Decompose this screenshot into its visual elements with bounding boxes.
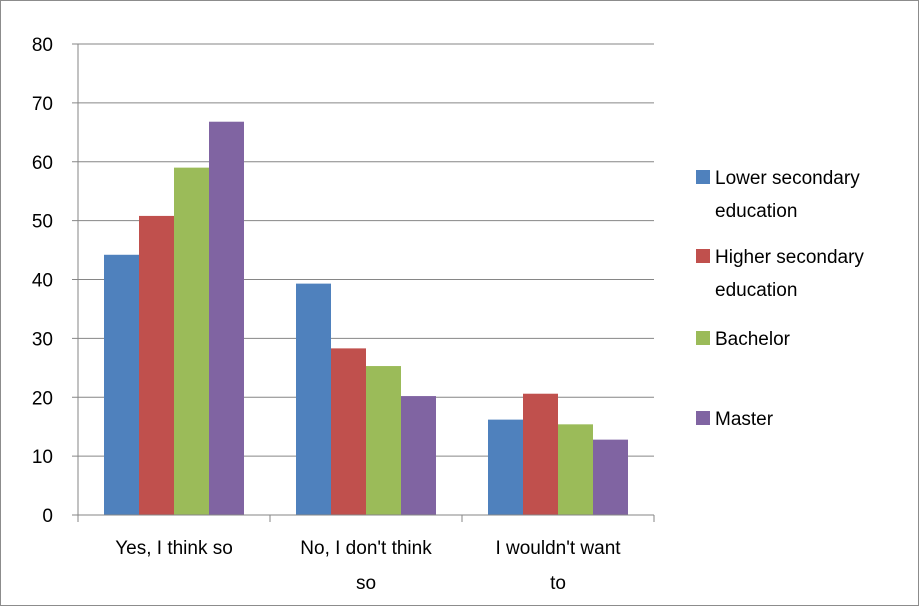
bar <box>296 283 331 515</box>
y-tick-label: 50 <box>32 212 53 233</box>
y-tick-label: 70 <box>32 94 53 115</box>
legend-label: Lower secondary education <box>715 168 860 222</box>
bars <box>104 121 628 516</box>
legend-label: Higher secondary education <box>715 247 864 301</box>
x-category-label: Yes, I think so <box>115 538 233 559</box>
bar <box>139 215 174 516</box>
bar <box>174 167 209 515</box>
bar <box>558 424 593 515</box>
bar <box>366 366 401 515</box>
y-tick-label: 80 <box>32 35 53 56</box>
bar <box>593 439 628 515</box>
axes <box>77 44 655 522</box>
y-tick-label: 20 <box>32 388 53 409</box>
legend-label: Master <box>715 409 774 430</box>
y-tick-labels: 0 10 20 30 40 50 60 70 80 <box>32 35 53 527</box>
legend-label: Bachelor <box>715 329 791 350</box>
bar <box>104 254 139 515</box>
y-tick-label: 30 <box>32 329 53 350</box>
x-category-labels: Yes, I think so No, I don't think so I woul… <box>115 538 621 594</box>
bar <box>488 419 523 515</box>
y-tick-label: 60 <box>32 153 53 174</box>
x-category-label: I wouldn't want to <box>495 538 621 594</box>
legend: Lower secondary education Higher secondary… <box>696 168 864 430</box>
bar <box>523 393 558 515</box>
y-tick-label: 10 <box>32 447 53 468</box>
legend-swatch <box>696 170 710 184</box>
y-tick-label: 40 <box>32 271 53 292</box>
bar <box>209 121 244 515</box>
legend-swatch <box>696 331 710 345</box>
y-tick-label: 0 <box>42 506 53 527</box>
bar <box>401 396 436 515</box>
legend-swatch <box>696 411 710 425</box>
bar <box>331 348 366 515</box>
legend-swatch <box>696 249 710 263</box>
x-category-label: No, I don't think so <box>300 538 432 594</box>
